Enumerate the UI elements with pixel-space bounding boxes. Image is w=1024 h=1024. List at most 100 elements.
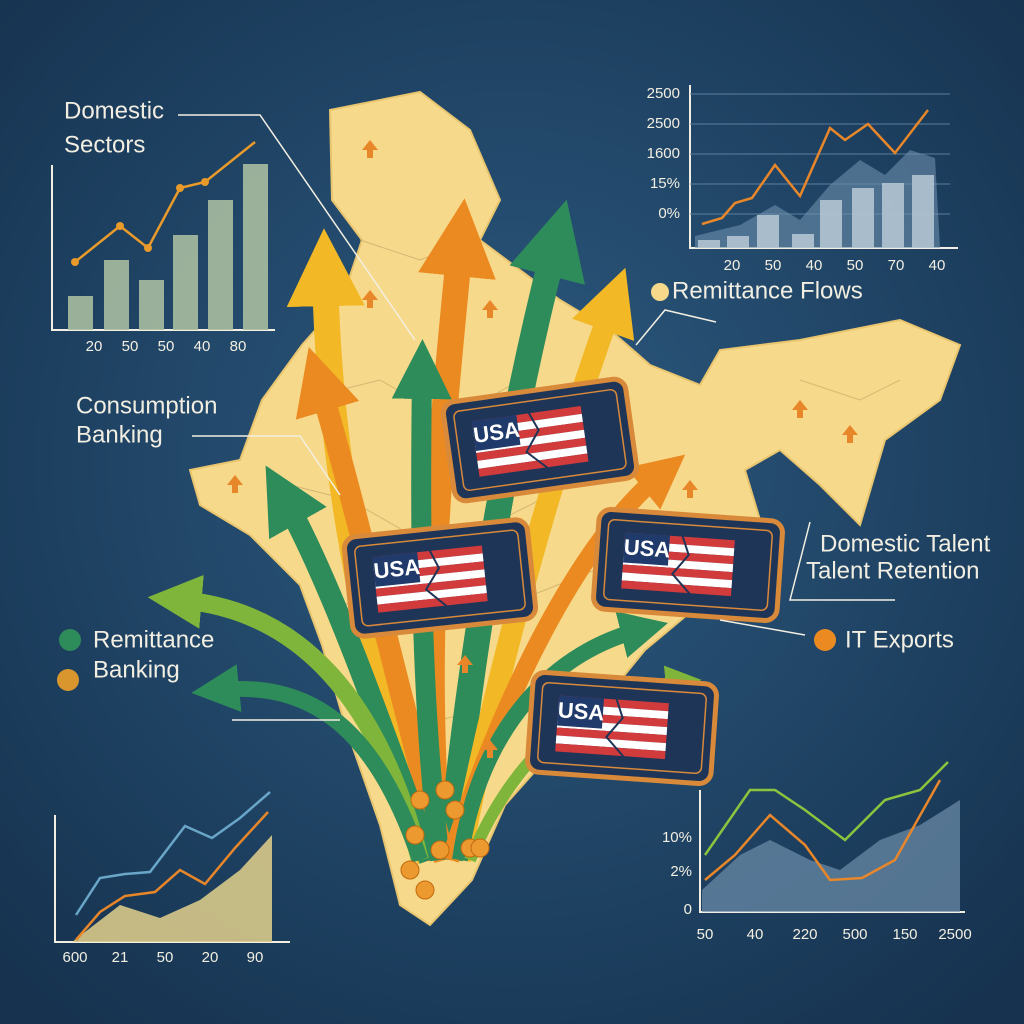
usa-stamp: USA bbox=[440, 376, 640, 504]
chart-dot bbox=[144, 244, 152, 252]
chart-bar bbox=[698, 240, 720, 248]
up-icon bbox=[682, 480, 698, 498]
x-tick-label: 20 bbox=[202, 949, 219, 966]
x-tick-label: 40 bbox=[194, 338, 211, 355]
chart-line bbox=[75, 811, 269, 941]
callout: Domestic Talent bbox=[820, 530, 991, 557]
x-tick-label: 90 bbox=[247, 949, 264, 966]
callout: IT Exports bbox=[845, 626, 954, 653]
x-tick-label: 50 bbox=[122, 338, 139, 355]
chart-bar bbox=[757, 215, 779, 248]
flag-stripe bbox=[478, 453, 589, 477]
chart-bar bbox=[912, 175, 934, 248]
usa-stamp: USA bbox=[525, 670, 719, 786]
x-tick-label: 40 bbox=[806, 257, 823, 274]
x-tick-label: 500 bbox=[842, 926, 867, 943]
chart-dot bbox=[71, 258, 79, 266]
origin-dots bbox=[400, 780, 490, 900]
callout: Talent Retention bbox=[806, 557, 979, 584]
callout: Consumption bbox=[76, 392, 217, 419]
y-tick-label: 2500 bbox=[647, 85, 680, 102]
up-icon bbox=[482, 740, 498, 758]
x-tick-label: 40 bbox=[747, 926, 764, 943]
flag-canton bbox=[623, 532, 671, 566]
y-tick-label: 0% bbox=[658, 205, 680, 222]
up-icon bbox=[792, 400, 808, 418]
chart-axis bbox=[51, 165, 275, 331]
usa-stamp: USA bbox=[591, 507, 785, 623]
x-tick-label: 20 bbox=[86, 338, 103, 355]
chart-line bbox=[703, 761, 949, 856]
x-tick-label: 2500 bbox=[938, 926, 971, 943]
chart-line bbox=[701, 109, 929, 226]
x-tick-label: 70 bbox=[888, 257, 905, 274]
up-icon bbox=[457, 655, 473, 673]
callout: Remittance bbox=[93, 626, 214, 653]
chart-area bbox=[702, 800, 960, 912]
chart-bar bbox=[792, 234, 814, 248]
up-icon bbox=[842, 425, 858, 443]
stamp-inner bbox=[603, 519, 773, 611]
legend-dot bbox=[651, 283, 669, 301]
callout: Domestic bbox=[64, 97, 164, 124]
up-icon bbox=[482, 300, 498, 318]
callout: Banking bbox=[93, 656, 180, 683]
chart-bar bbox=[852, 188, 874, 248]
callout: Remittance Flows bbox=[672, 277, 863, 304]
chart-bar bbox=[882, 183, 904, 248]
stamp-text: USA bbox=[372, 554, 421, 584]
x-tick-label: 80 bbox=[230, 338, 247, 355]
legend-dot bbox=[814, 629, 836, 651]
leader-line bbox=[178, 114, 416, 341]
chart-bar bbox=[243, 164, 268, 330]
x-tick-label: 20 bbox=[724, 257, 741, 274]
callout: Sectors bbox=[64, 131, 145, 158]
flag-canton bbox=[557, 695, 605, 729]
flag-stripe bbox=[375, 577, 487, 597]
chart-area bbox=[695, 150, 940, 248]
x-tick-label: 50 bbox=[847, 257, 864, 274]
stamp-text: USA bbox=[557, 697, 605, 725]
up-icon bbox=[362, 290, 378, 308]
x-tick-label: 220 bbox=[792, 926, 817, 943]
y-tick-label: 10% bbox=[662, 829, 692, 846]
chart-dot bbox=[176, 184, 184, 192]
chart-bar bbox=[208, 200, 233, 330]
chart-dot bbox=[201, 178, 209, 186]
x-tick-label: 600 bbox=[62, 949, 87, 966]
callout: Banking bbox=[76, 421, 163, 448]
flag-stripe bbox=[621, 580, 732, 597]
leader-line bbox=[789, 521, 895, 601]
x-tick-label: 50 bbox=[697, 926, 714, 943]
y-tick-label: 2% bbox=[670, 863, 692, 880]
chart-bar bbox=[68, 296, 93, 330]
usa-stamp: USA bbox=[341, 517, 539, 639]
x-tick-label: 150 bbox=[892, 926, 917, 943]
x-tick-label: 50 bbox=[765, 257, 782, 274]
chart-line bbox=[704, 779, 942, 882]
chart-line bbox=[74, 141, 256, 263]
flag-canton bbox=[471, 415, 521, 452]
stamp-crack bbox=[524, 406, 550, 470]
x-tick-label: 40 bbox=[929, 257, 946, 274]
x-tick-label: 50 bbox=[158, 338, 175, 355]
flag-stripe bbox=[556, 727, 667, 744]
up-icon bbox=[362, 140, 378, 158]
flag-stripe bbox=[476, 437, 587, 461]
stamp-inner bbox=[453, 389, 627, 491]
leader-line bbox=[192, 435, 341, 496]
y-tick-label: 2500 bbox=[647, 115, 680, 132]
chart-bar bbox=[820, 200, 842, 248]
flag-stripe bbox=[622, 564, 733, 581]
chart-bar bbox=[173, 235, 198, 330]
stamp-crack bbox=[605, 692, 626, 759]
legend-dot bbox=[57, 669, 79, 691]
chart-bar bbox=[139, 280, 164, 330]
up-icon bbox=[227, 475, 243, 493]
chart-area bbox=[72, 835, 272, 942]
stamp-inner bbox=[537, 682, 707, 774]
x-tick-label: 21 bbox=[112, 949, 129, 966]
chart-bar bbox=[104, 260, 129, 330]
legend-dot bbox=[59, 629, 81, 651]
